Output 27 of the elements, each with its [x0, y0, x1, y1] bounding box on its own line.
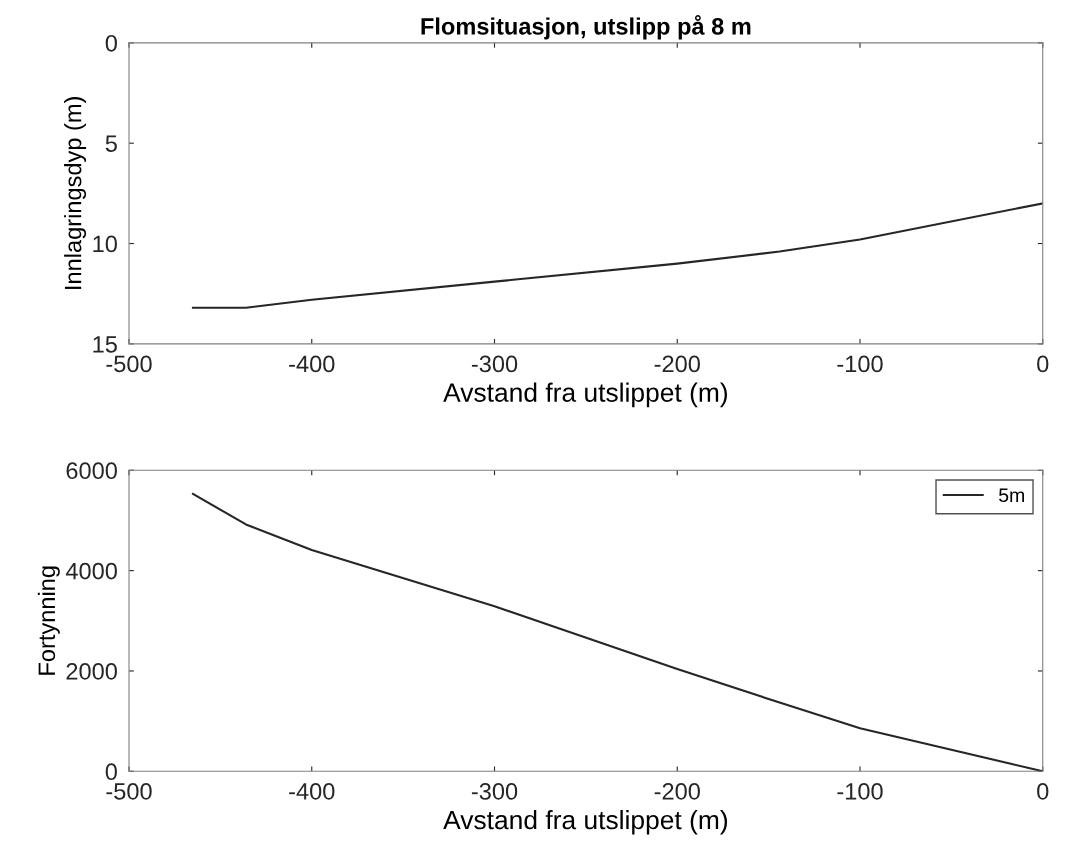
x-tick-label: -100	[837, 783, 883, 800]
x-tick-label: -400	[289, 783, 335, 800]
x-tick-label: -300	[471, 355, 518, 373]
x-tick-label: -500	[106, 355, 152, 373]
x-axis-title: Avstand fra utslippet (m)	[443, 809, 728, 835]
y-tick-label: 15	[93, 336, 117, 353]
y-tick-label: 10	[93, 235, 117, 253]
x-tick-label: -300	[471, 783, 518, 800]
x-tick-label: -200	[654, 783, 700, 800]
x-tick-label: -500	[106, 783, 152, 800]
legend-label: 5m	[999, 488, 1024, 503]
y-tick-label: 6000	[66, 462, 117, 480]
y-tick-label: 4000	[65, 562, 117, 580]
x-axis-title: Avstand fra utslippet (m)	[443, 382, 728, 408]
chart-title: Flomsituasjon, utslipp på 8 m	[421, 15, 751, 40]
x-tick-label: 0	[1037, 783, 1049, 800]
x-tick-label: 0	[1037, 355, 1049, 373]
line-series	[191, 202, 1043, 309]
y-tick-label: 0	[105, 763, 117, 781]
y-tick-label: 2000	[66, 663, 117, 680]
y-axis-title: Fortynning	[37, 566, 60, 675]
x-tick-label: -400	[289, 355, 335, 373]
y-axis-title: Innlagringsdyp (m)	[64, 97, 87, 289]
y-tick-label: 5	[105, 135, 117, 152]
x-tick-label: -100	[837, 355, 883, 373]
y-tick-label: 0	[105, 34, 117, 52]
x-tick-label: -200	[654, 355, 700, 373]
